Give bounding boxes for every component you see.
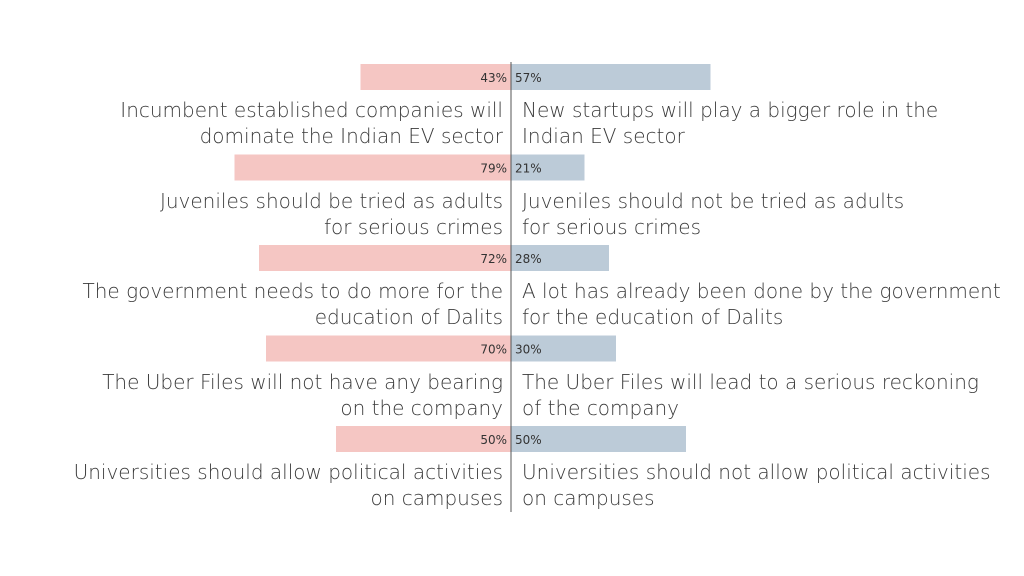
left-bar	[266, 335, 511, 362]
right-bar	[511, 335, 616, 362]
left-percent-label: 43%	[480, 71, 507, 85]
right-percent-label: 50%	[515, 433, 542, 447]
right-bar	[511, 154, 585, 181]
left-bar	[259, 245, 511, 271]
left-percent-label: 72%	[480, 252, 507, 266]
right-bar	[511, 245, 609, 271]
right-percent-label: 30%	[515, 343, 542, 357]
left-bar	[336, 426, 511, 452]
left-percent-label: 70%	[480, 343, 507, 357]
left-bar	[360, 64, 511, 90]
left-statement: Juveniles should be tried as adults for …	[159, 188, 503, 239]
right-bar	[511, 64, 711, 90]
left-percent-label: 50%	[480, 433, 507, 447]
left-statement: The government needs to do more for the …	[82, 279, 503, 329]
right-percent-label: 57%	[515, 71, 542, 85]
right-bar	[511, 426, 686, 452]
right-percent-label: 21%	[515, 162, 542, 176]
right-statement: The Uber Files will lead to a serious re…	[522, 369, 979, 420]
right-percent-label: 28%	[515, 252, 542, 266]
left-statement: The Uber Files will not have any bearing…	[102, 369, 503, 420]
right-statement: Universities should not allow political …	[522, 460, 991, 510]
right-statement: A lot has already been done by the gover…	[522, 279, 1001, 329]
left-percent-label: 79%	[480, 162, 507, 176]
left-statement: Universities should allow political acti…	[73, 460, 503, 510]
right-statement: Juveniles should not be tried as adults …	[522, 188, 905, 239]
left-bar	[234, 154, 511, 181]
left-statement: Incumbent established companies will dom…	[120, 98, 503, 148]
right-statement: New startups will play a bigger role in …	[522, 98, 939, 148]
